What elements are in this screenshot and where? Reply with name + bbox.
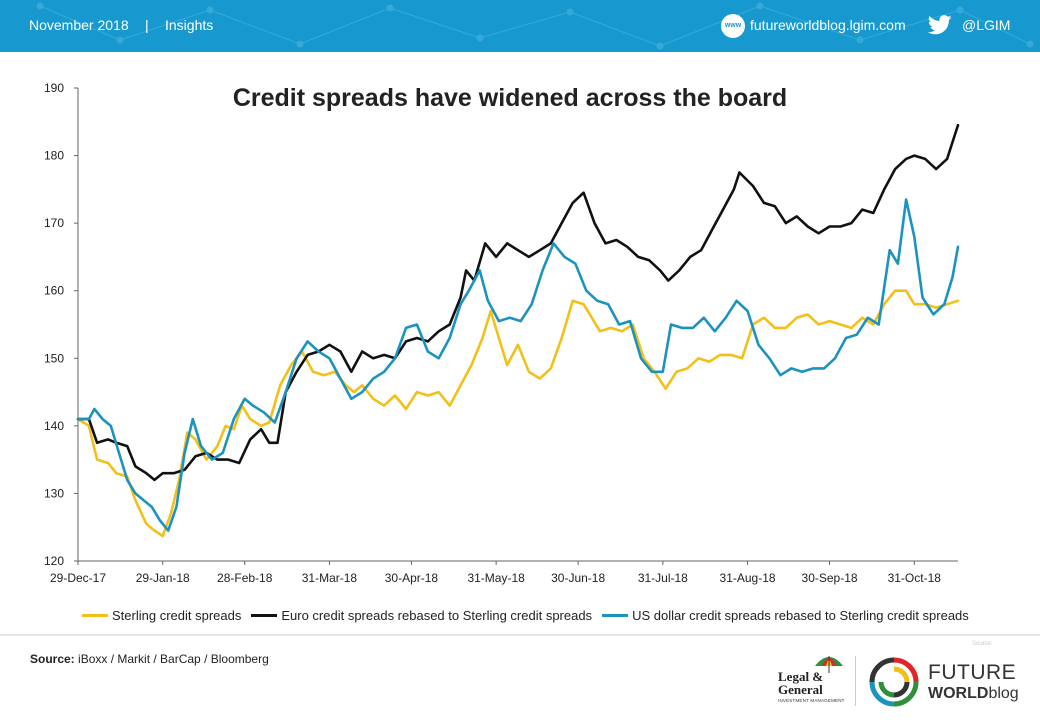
legend-swatch-euro xyxy=(251,613,278,617)
lg-logo-line1: Legal & xyxy=(778,669,824,684)
blog-url-link[interactable]: futureworldblog.lgim.com xyxy=(750,17,906,33)
header-separator: | xyxy=(145,17,149,33)
legend-item-sterling: Sterling credit spreads xyxy=(82,608,241,623)
x-tick-label: 30-Apr-18 xyxy=(385,571,439,585)
lg-logo-line2: General xyxy=(778,682,823,697)
series-line-usd xyxy=(76,198,960,532)
legend-label-usd: US dollar credit spreads rebased to Ster… xyxy=(632,607,969,623)
footer-divider xyxy=(0,634,1040,636)
legend-label-sterling: Sterling credit spreads xyxy=(112,607,242,623)
legend-item-euro: Euro credit spreads rebased to Sterling … xyxy=(251,608,592,623)
header-section-link[interactable]: Insights xyxy=(165,17,214,33)
source-mini-label: Source: xyxy=(972,641,993,647)
header-bar: November 2018 | Insights www futureworld… xyxy=(0,0,1040,52)
x-tick-label: 31-Jul-18 xyxy=(638,571,688,585)
x-tick-label: 31-May-18 xyxy=(467,571,525,585)
series-line-euro xyxy=(76,123,960,482)
y-tick-label: 180 xyxy=(44,149,64,163)
y-tick-label: 170 xyxy=(44,216,64,230)
umbrella-icon xyxy=(815,656,843,673)
source-note: Source: iBoxx / Markit / BarCap / Bloomb… xyxy=(30,652,269,666)
x-tick-label: 30-Jun-18 xyxy=(551,571,605,585)
x-tick-label: 30-Sep-18 xyxy=(802,571,858,585)
chart-title: Credit spreads have widened across the b… xyxy=(232,84,788,112)
x-tick-label: 31-Oct-18 xyxy=(888,571,942,585)
chart-legend: Sterling credit spreads Euro credit spre… xyxy=(82,605,979,625)
future-world-logo-world: WORLDblog xyxy=(928,685,1019,703)
logo-separator xyxy=(855,656,856,706)
x-tick-label: 28-Feb-18 xyxy=(217,571,273,585)
fwb-world-text: WORLD xyxy=(928,685,989,702)
twitter-icon[interactable] xyxy=(928,14,952,36)
legend-label-euro: Euro credit spreads rebased to Sterling … xyxy=(281,607,593,623)
x-tick-label: 29-Jan-18 xyxy=(136,571,190,585)
series-line-sterling xyxy=(76,289,960,538)
y-tick-label: 140 xyxy=(44,419,64,433)
fwb-blog-text: blog xyxy=(988,685,1019,702)
lg-logo-sub: INVESTMENT MANAGEMENT xyxy=(778,698,845,703)
future-world-ring-icon xyxy=(869,657,919,707)
legal-general-logo: Legal & General INVESTMENT MANAGEMENT xyxy=(776,652,846,708)
x-tick-label: 31-Aug-18 xyxy=(720,571,776,585)
legend-item-usd: US dollar credit spreads rebased to Ster… xyxy=(602,608,969,623)
lg-logo-text: Legal & General xyxy=(778,670,823,696)
x-tick-label: 29-Dec-17 xyxy=(50,571,106,585)
line-chart: 120 130 140 150 160 170 180 190 29-Dec-17 29-Jan-… xyxy=(44,81,960,585)
future-world-logo-future: FUTURE xyxy=(928,661,1017,684)
legend-swatch-sterling xyxy=(82,613,108,617)
source-label: Source: xyxy=(30,652,75,666)
y-tick-label: 190 xyxy=(44,81,64,95)
y-tick-label: 120 xyxy=(44,554,64,568)
twitter-handle-link[interactable]: @LGIM xyxy=(962,17,1011,33)
x-tick-label: 31-Mar-18 xyxy=(302,571,358,585)
header-date: November 2018 xyxy=(29,17,129,33)
legend-swatch-usd xyxy=(602,613,629,617)
y-tick-label: 150 xyxy=(44,351,64,365)
y-tick-label: 160 xyxy=(44,284,64,298)
source-text: iBoxx / Markit / BarCap / Bloomberg xyxy=(78,652,269,666)
www-icon: www xyxy=(721,14,745,38)
y-tick-label: 130 xyxy=(44,486,64,500)
network-pattern xyxy=(36,2,1034,50)
